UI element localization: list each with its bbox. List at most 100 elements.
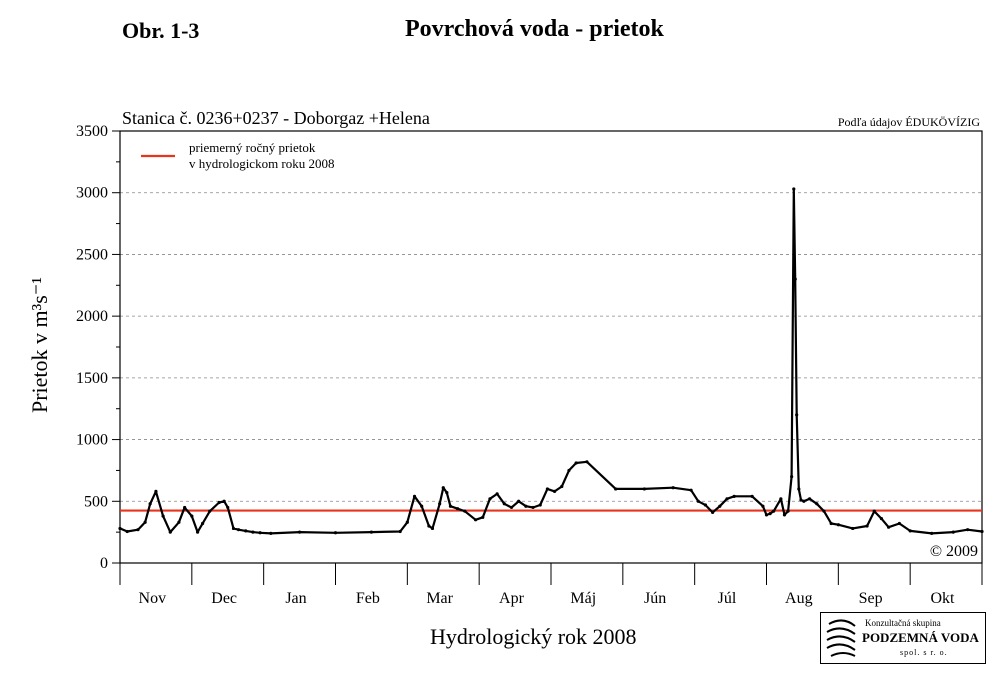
flow-data-point (208, 509, 212, 513)
flow-data-point (822, 509, 826, 513)
x-axis-label: Hydrologický rok 2008 (430, 624, 637, 649)
logo-line-1: Konzultačná skupina (865, 618, 941, 628)
flow-data-point (190, 514, 194, 518)
flow-data-point (427, 524, 431, 528)
flow-data-point (696, 499, 700, 503)
series (118, 187, 984, 535)
flow-data-point (799, 498, 803, 502)
flow-data-point (495, 492, 499, 496)
flow-data-point (829, 521, 833, 526)
y-tick-label: 2500 (76, 246, 108, 263)
flow-data-point (177, 520, 181, 524)
flow-data-point (732, 494, 736, 498)
flow-data-point (481, 515, 485, 519)
copyright-note: © 2009 (930, 543, 978, 560)
y-tick-label: 3000 (76, 185, 108, 202)
flow-data-point (251, 530, 255, 534)
x-tick-label: Mar (426, 590, 453, 607)
y-tick-label: 3500 (76, 123, 108, 140)
legend-label-line-2: v hydrologickom roku 2008 (189, 156, 335, 171)
x-tick-label: Jan (285, 590, 306, 607)
flow-data-point (851, 526, 855, 531)
flow-data-point (420, 504, 424, 508)
flow-data-point (118, 526, 122, 531)
flow-data-point (750, 494, 754, 498)
flow-data-point (473, 518, 478, 522)
flow-data-point (509, 505, 514, 510)
flow-data-point (244, 529, 248, 533)
y-tick-label: 1000 (76, 432, 108, 449)
flow-data-point (897, 521, 901, 526)
flow-data-point (574, 461, 578, 465)
flow-data-point (797, 487, 801, 491)
flow-data-point (879, 516, 884, 521)
flow-data-point (258, 531, 262, 535)
figure-label: Obr. 1-3 (122, 18, 200, 43)
flow-data-point (369, 530, 374, 534)
flow-data-point (531, 505, 535, 510)
flow-data-point (795, 413, 799, 417)
flow-data-point (231, 526, 236, 531)
flow-data-point (772, 509, 776, 513)
flow-data-point (183, 505, 187, 510)
flow-data-point (872, 509, 876, 513)
flow-data-point (711, 510, 715, 514)
chart-subtitle: Stanica č. 0236+0237 - Doborgaz +Helena (122, 108, 430, 128)
flow-data-point (585, 460, 589, 464)
flow-data-point (236, 528, 241, 532)
flow-data-point (217, 500, 221, 505)
source-note: Podľa údajov ÉDUKÖVÍZIG (837, 115, 980, 129)
flow-data-point (538, 503, 542, 507)
flow-data-point (456, 507, 460, 511)
flow-data-point (725, 497, 729, 501)
flow-data-point (524, 504, 528, 508)
x-tick-label: Júl (718, 590, 737, 607)
flow-data-point (887, 525, 891, 529)
logo-mark-icon (826, 619, 856, 657)
flow-data-point (689, 488, 693, 492)
y-tick-label: 500 (84, 493, 108, 510)
flow-data-point (793, 277, 797, 281)
flow-data-point (761, 504, 765, 508)
logo-line-3: spol. s r. o. (900, 648, 948, 657)
flow-data-point (865, 524, 869, 528)
flow-data-point (764, 513, 769, 517)
y-tick-label: 2000 (76, 308, 108, 325)
axes: 0 500 1000 1500 2000 2500 3000 3500 Nov Dec Jan Feb… (76, 123, 983, 607)
flow-data-point (405, 520, 409, 524)
y-tick-label: 0 (100, 555, 108, 572)
flow-data-point (222, 499, 226, 503)
flow-data-point (703, 503, 708, 507)
logo-line-2: PODZEMNÁ VODA (862, 630, 979, 645)
flow-data-point (445, 491, 449, 495)
flow-data-point (782, 513, 787, 517)
flow-data-point (980, 529, 984, 534)
x-tick-label: Máj (570, 590, 596, 607)
x-tick-label: Okt (930, 590, 955, 607)
flow-data-point (966, 528, 970, 532)
flow-data-point (398, 529, 402, 534)
flow-data-point (412, 494, 417, 498)
flow-series-line (119, 187, 983, 535)
flow-data-point (448, 504, 453, 508)
x-tick-label: Dec (211, 590, 237, 607)
x-tick-label: Sep (859, 590, 883, 607)
flow-data-point (552, 489, 557, 494)
flow-data-point (143, 520, 147, 524)
flow-data-point (908, 529, 912, 533)
flow-data-point (333, 531, 338, 535)
flow-data-point (786, 509, 790, 513)
legend-label-line-1: priemerný ročný prietok (189, 140, 316, 155)
flow-data-point (642, 487, 646, 491)
x-tick-label: Aug (785, 590, 813, 607)
grid (120, 192, 982, 502)
page-title: Povrchová voda - prietok (405, 16, 664, 42)
x-tick-label: Jún (644, 590, 666, 607)
flow-data-point (430, 526, 435, 531)
x-tick-label: Nov (139, 590, 167, 607)
flow-data-point (195, 530, 200, 534)
flow-data-point (297, 530, 302, 534)
flow-data-point (438, 502, 442, 506)
